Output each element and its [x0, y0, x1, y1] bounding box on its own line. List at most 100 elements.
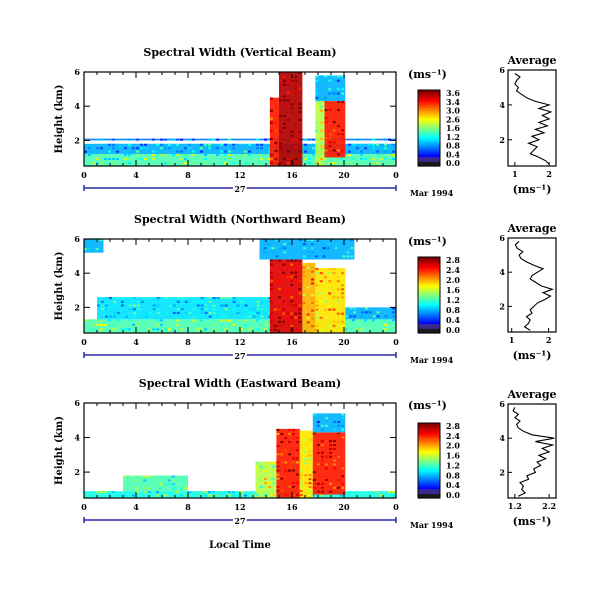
heatmap-cell: [196, 491, 199, 494]
heatmap-cell: [298, 87, 302, 90]
heatmap-cell: [295, 437, 299, 440]
average-x-tick-label: 2.2: [542, 501, 556, 511]
heatmap-cell: [224, 304, 228, 307]
heatmap-cell: [328, 328, 332, 331]
heatmap-cell: [312, 494, 315, 497]
heatmap-cell: [294, 146, 298, 149]
colorbar-segment: [418, 280, 440, 283]
x-tick-label: 0: [81, 170, 87, 180]
colorbar-segment: [418, 437, 440, 440]
heatmap-cell: [336, 101, 340, 104]
heatmap-cell: [232, 300, 236, 303]
heatmap-cell: [268, 328, 271, 331]
heatmap-cell: [288, 485, 292, 488]
heatmap-cell: [311, 313, 315, 316]
heatmap-cell: [308, 450, 312, 453]
heatmap-cell: [147, 487, 151, 490]
heatmap-cell: [116, 147, 119, 150]
heatmap-cell: [302, 270, 306, 273]
heatmap-cell: [372, 143, 375, 146]
heatmap-cell: [282, 271, 286, 274]
colorbar-segment: [418, 110, 440, 113]
heatmap-cell: [316, 490, 320, 493]
heatmap-cell: [268, 150, 271, 153]
heatmap-cell: [349, 315, 353, 318]
colorbar-segment: [418, 131, 440, 134]
heatmap-cell: [328, 145, 332, 148]
heatmap-cell: [123, 487, 126, 490]
heatmap-cell: [120, 300, 124, 303]
heatmap-cell: [269, 288, 273, 291]
heatmap-cell: [319, 137, 323, 140]
heatmap-cell: [172, 311, 176, 314]
heatmap-cell: [318, 239, 322, 241]
heatmap-cell: [132, 304, 136, 307]
heatmap-cell: [324, 479, 328, 481]
heatmap-cell: [304, 438, 308, 441]
heatmap-cell: [269, 328, 273, 331]
colorbar-tick-label: 2.4: [446, 431, 460, 441]
heatmap-cell: [322, 255, 326, 258]
heatmap-cell: [140, 158, 143, 161]
average-x-tick-label: 1: [509, 335, 515, 345]
colorbar-tick-label: 0.8: [446, 470, 460, 480]
heatmap-cell: [310, 243, 314, 246]
heatmap-cell: [179, 487, 183, 490]
heatmap-cell: [276, 489, 280, 492]
y-tick-label: 6: [74, 398, 80, 408]
heatmap-cell: [308, 474, 312, 477]
colorbar-segment: [418, 104, 440, 107]
heatmap-cell: [228, 297, 232, 300]
heatmap-cell: [322, 247, 326, 250]
heatmap-cell: [116, 319, 119, 322]
heatmap-cell: [356, 158, 359, 161]
heatmap-cell: [269, 316, 273, 319]
heatmap-cell: [320, 451, 324, 454]
colorbar-segment: [418, 137, 440, 140]
heatmap-cell: [156, 143, 159, 146]
heatmap-cell: [329, 451, 333, 454]
colorbar-segment: [418, 463, 440, 466]
panel-2: Spectral Width (Northward Beam)0 4 8 12 16 20…: [54, 213, 557, 365]
heatmap-cell: [298, 103, 302, 106]
heatmap-cell: [128, 158, 131, 161]
heatmap-cell: [196, 304, 200, 307]
heatmap-cell: [151, 475, 155, 478]
heatmap-cell: [324, 417, 328, 420]
colorbar-segment: [418, 476, 440, 479]
heatmap-cell: [278, 288, 282, 291]
heatmap-cell: [224, 297, 228, 300]
x-tick-label: 0: [393, 337, 399, 347]
heatmap-cell: [320, 428, 324, 431]
heatmap-cell: [290, 312, 294, 315]
heatmap-cell: [319, 316, 323, 319]
heatmap-cell: [329, 447, 333, 450]
heatmap-cell: [244, 304, 248, 307]
heatmap-cell: [269, 153, 273, 156]
heatmap-cell: [212, 315, 216, 318]
colorbar-segment: [418, 161, 440, 164]
heatmap-cell: [299, 490, 303, 493]
colorbar-tick-label: 0.0: [446, 158, 460, 168]
heatmap-cell: [311, 262, 315, 265]
heatmap-cell: [298, 154, 302, 157]
colorbar-segment: [418, 279, 440, 282]
colorbar-tick-label: 2.8: [446, 421, 460, 431]
heatmap-cell: [288, 441, 292, 444]
heatmap-cell: [255, 465, 259, 468]
heatmap-cell: [319, 157, 323, 160]
colorbar-segment: [418, 304, 440, 307]
heatmap-cell: [236, 494, 239, 497]
heatmap-cell: [88, 147, 91, 150]
heatmap-cell: [92, 162, 95, 165]
heatmap-cell: [304, 143, 307, 146]
colorbar-tick-label: 2.0: [446, 275, 460, 285]
heatmap-cell: [304, 462, 308, 465]
heatmap-cell: [341, 75, 345, 78]
heatmap-cell: [188, 143, 191, 146]
heatmap-cell: [346, 247, 350, 250]
heatmap-cell: [273, 259, 277, 262]
heatmap-cell: [176, 138, 179, 141]
month-year-label: Mar 1994: [410, 355, 454, 365]
heatmap-cell: [319, 280, 323, 283]
